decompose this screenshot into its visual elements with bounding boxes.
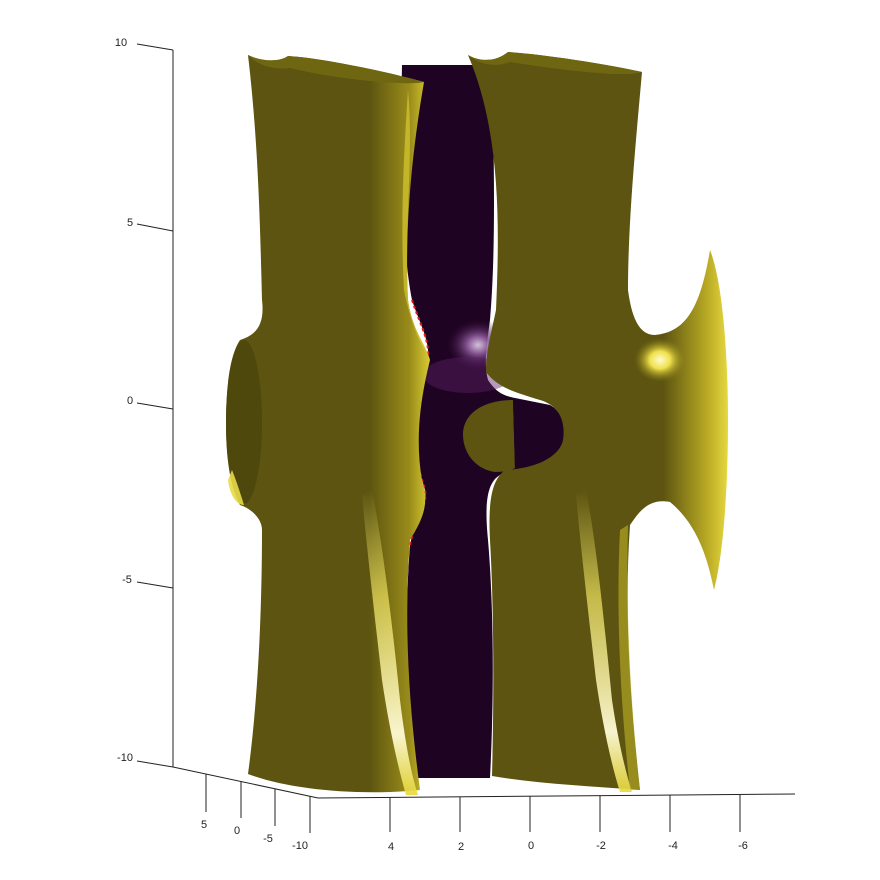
right-streak [576, 490, 632, 792]
z-tick-neg5 [136, 581, 174, 589]
x-tick-label: -2 [596, 840, 606, 852]
z-tick-10 [136, 43, 174, 51]
x-tick-label: 2 [458, 841, 464, 853]
inner-hole [462, 400, 515, 472]
y-axis-line [172, 766, 319, 799]
z-tick-0 [136, 402, 174, 410]
right-outer-surface [468, 52, 728, 792]
z-tick-neg10 [136, 760, 174, 768]
z-tick-label: 0 [127, 395, 133, 407]
left-outer-surface [226, 55, 430, 795]
y-tick-label: 5 [201, 819, 207, 831]
axes: 10 5 0 -5 -10 5 0 -5 -10 4 2 0 -2 -4 -6 [115, 37, 796, 853]
x-axis-line [317, 793, 796, 799]
x-tick-label: -6 [738, 840, 748, 852]
left-hole [226, 340, 262, 504]
y-tick-label: 0 [234, 825, 240, 837]
z-tick-label: -5 [122, 574, 132, 586]
z-tick-5 [136, 223, 174, 232]
y-tick-label: -5 [263, 833, 273, 845]
x-tick-label: -4 [668, 840, 678, 852]
z-tick-label: 5 [127, 217, 133, 229]
left-streak [362, 490, 418, 795]
z-tick-label: 10 [115, 37, 127, 49]
right-highlight [634, 338, 686, 382]
x-tick-label: 0 [528, 840, 534, 852]
section-edge [408, 299, 430, 546]
x-tick-label: 4 [388, 841, 394, 853]
z-tick-label: -10 [117, 752, 133, 764]
y-tick-label: -10 [292, 840, 308, 852]
